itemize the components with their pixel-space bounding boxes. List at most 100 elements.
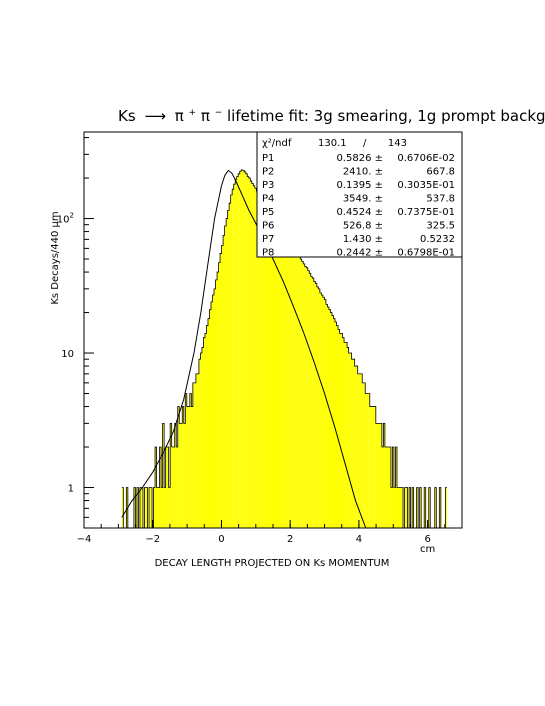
histogram-bar [307,270,310,528]
histogram-bar [395,447,397,528]
histogram-bar [247,176,249,529]
histogram-bar [188,406,190,528]
histogram-bar [215,279,218,528]
histogram-bar [262,201,264,528]
stats-ndf-separator: / [363,138,367,149]
histogram-bar [350,353,352,528]
histogram-bar [197,373,199,528]
histogram-bar [203,337,205,528]
histogram-bar [282,233,284,529]
histogram-bar [304,266,307,528]
histogram-bar [173,447,175,528]
histogram-bar [248,178,251,529]
histogram-bar [409,487,411,528]
histogram-bar [150,487,153,528]
fit-curve [121,169,367,529]
stats-param-value: 0.2442 ± [336,248,383,259]
y-tick-label: 10 [61,349,74,360]
histogram-bar [362,382,364,528]
histogram-bar [224,226,227,528]
stats-param-value: 526.8 ± [343,221,383,232]
histogram-bar [383,423,385,528]
histogram-bar [276,223,278,528]
histogram-bar [201,347,204,528]
histogram-bar [378,423,381,528]
histogram-bar [294,250,296,528]
histogram-bar [227,210,230,528]
y-tick-label: 102 [57,212,74,226]
x-tick-label: 4 [356,534,362,545]
histogram-bar [338,329,340,528]
stats-param-name: P5 [262,207,274,218]
histogram-bar [439,487,441,528]
histogram-bar [260,198,263,528]
histogram-bar [171,447,174,528]
y-axis-label: Ks Decays/440 μm [50,211,61,304]
histogram-bar [387,447,390,528]
histogram-bar [141,487,143,528]
histogram-bar [404,487,407,528]
histogram-bar [189,393,192,528]
histogram-bar [269,214,272,529]
histogram-bar [341,333,343,528]
histogram-bar [363,382,366,528]
histogram-bar [325,304,328,528]
stats-param-value: 3549. ± [343,194,383,205]
x-tick-label: 0 [218,534,224,545]
histogram-bar [389,447,391,528]
histogram-bar [241,169,243,528]
histogram-bar [253,185,255,528]
histogram-bar [273,218,275,529]
histogram-bar [330,312,332,528]
histogram-bar [392,447,394,528]
histogram-bar [419,487,422,528]
histogram-bar [369,406,372,528]
histogram-bar [245,173,248,528]
histogram-bar [161,487,163,528]
histogram-bar [327,306,329,528]
stats-param-name: P8 [262,248,274,259]
stats-param-error: 0.5232 [420,234,455,245]
histogram-bar [155,447,157,528]
histogram-bar [313,281,316,528]
x-tick-label: −4 [77,534,92,545]
histogram-bar [212,295,215,528]
histogram-bar [218,262,221,528]
histogram-bar [209,309,212,528]
histogram-bar [380,423,382,528]
x-axis-unit: cm [420,544,435,555]
histogram-bar [280,230,283,528]
histogram-bar [368,393,370,528]
histogram-bar [271,216,273,528]
histogram-bar [393,487,396,528]
x-axis: −4 −2 0 2 4 6 [77,520,463,545]
histogram-bar [351,359,354,528]
x-axis-label: DECAY LENGTH PROJECTED ON Ks MOMENTUM [155,558,390,569]
histogram-bar [315,283,317,528]
histogram-bar [182,406,184,528]
histogram-bar [207,318,210,528]
histogram-bar [126,487,128,528]
histogram-bar [136,487,139,528]
histogram-bar [400,487,402,528]
histogram-bar [328,309,331,528]
histogram-bar [168,487,171,528]
histogram-bar [244,171,246,528]
histogram-bar [242,170,245,528]
histogram-bar [291,246,293,528]
histogram-bar [396,487,399,528]
histogram-bar [310,276,313,528]
histogram-bar [139,487,142,528]
histogram-bar [339,333,342,528]
histogram-bar [257,194,260,528]
stats-param-error: 325.5 [426,221,455,232]
histogram-bar [292,248,295,528]
histogram-bar [183,423,186,528]
histogram-bar [390,487,393,528]
stats-param-error: 667.8 [426,167,455,178]
histogram-bar [416,487,419,528]
histogram-bar [268,211,270,529]
histogram-bar [406,487,408,528]
histogram-bar [371,406,373,528]
histogram-bar [235,179,237,528]
